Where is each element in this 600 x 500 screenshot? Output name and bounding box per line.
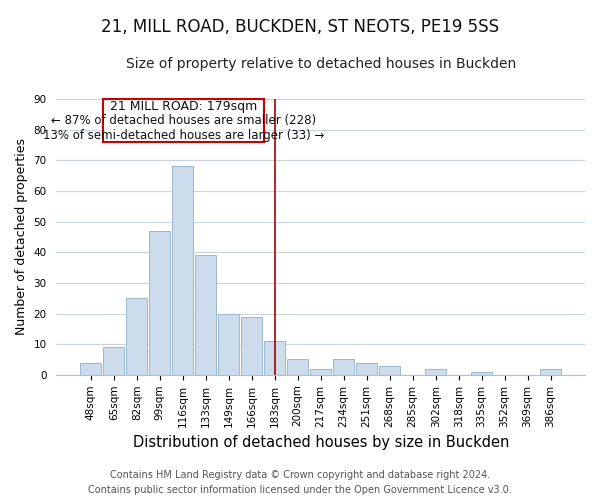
Title: Size of property relative to detached houses in Buckden: Size of property relative to detached ho… <box>125 58 516 71</box>
Bar <box>540 368 561 375</box>
Text: 21, MILL ROAD, BUCKDEN, ST NEOTS, PE19 5SS: 21, MILL ROAD, BUCKDEN, ST NEOTS, PE19 5… <box>101 18 499 36</box>
Bar <box>80 362 101 375</box>
Bar <box>103 347 124 375</box>
X-axis label: Distribution of detached houses by size in Buckden: Distribution of detached houses by size … <box>133 435 509 450</box>
Bar <box>472 372 492 375</box>
Bar <box>425 368 446 375</box>
Bar <box>334 360 354 375</box>
Bar <box>196 256 216 375</box>
Bar <box>149 231 170 375</box>
Bar <box>287 360 308 375</box>
Bar <box>218 314 239 375</box>
Bar <box>241 316 262 375</box>
Text: 13% of semi-detached houses are larger (33) →: 13% of semi-detached houses are larger (… <box>43 128 325 141</box>
Bar <box>310 368 331 375</box>
Bar <box>265 341 285 375</box>
Text: Contains HM Land Registry data © Crown copyright and database right 2024.
Contai: Contains HM Land Registry data © Crown c… <box>88 470 512 495</box>
Y-axis label: Number of detached properties: Number of detached properties <box>15 138 28 336</box>
Text: ← 87% of detached houses are smaller (228): ← 87% of detached houses are smaller (22… <box>52 114 316 128</box>
FancyBboxPatch shape <box>103 99 265 142</box>
Bar <box>127 298 147 375</box>
Bar <box>172 166 193 375</box>
Text: 21 MILL ROAD: 179sqm: 21 MILL ROAD: 179sqm <box>110 100 257 113</box>
Bar <box>356 362 377 375</box>
Bar <box>379 366 400 375</box>
